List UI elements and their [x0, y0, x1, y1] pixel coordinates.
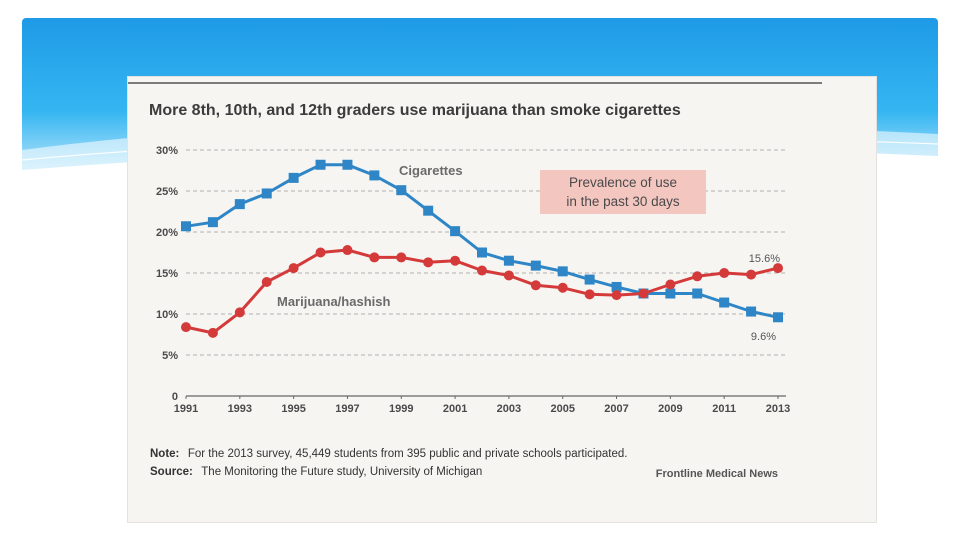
data-point-cigarettes	[477, 247, 487, 258]
data-point-cigarettes	[530, 260, 541, 271]
data-point-marijuana	[288, 263, 299, 274]
series-layer	[181, 159, 783, 338]
y-tick-label: 15%	[156, 268, 178, 280]
source-text: The Monitoring the Future study, Univers…	[201, 466, 482, 478]
data-point-marijuana	[665, 279, 676, 290]
y-tick-label: 20%	[156, 227, 178, 239]
data-point-marijuana	[638, 288, 649, 299]
data-point-marijuana	[369, 252, 380, 263]
data-point-marijuana	[396, 252, 407, 263]
data-point-cigarettes	[342, 159, 353, 170]
data-point-marijuana	[692, 271, 703, 282]
data-point-marijuana	[773, 263, 783, 274]
x-axis-ticks: 1991 1993 1995 1997 1999 2001 2003 2005 2007 2009…	[174, 396, 790, 415]
x-tick-label: 2013	[766, 403, 790, 415]
data-point-cigarettes	[773, 312, 783, 323]
data-point-marijuana	[530, 280, 541, 291]
x-tick-label: 2001	[443, 403, 467, 415]
data-point-cigarettes	[719, 297, 730, 308]
data-point-marijuana	[261, 277, 272, 288]
y-tick-label: 5%	[162, 350, 178, 362]
data-point-cigarettes	[207, 217, 218, 228]
series-label-cigarettes: Cigarettes	[399, 163, 463, 178]
x-tick-label: 2007	[604, 403, 628, 415]
x-tick-label: 1997	[335, 403, 359, 415]
data-point-cigarettes	[692, 288, 703, 299]
line-chart: More 8th, 10th, and 12th graders use mar…	[128, 82, 822, 480]
annotation-line-1: Prevalence of use	[569, 175, 677, 190]
data-point-marijuana	[746, 269, 757, 280]
data-point-marijuana	[584, 289, 595, 300]
x-tick-label: 2005	[550, 403, 574, 415]
annotation-box	[540, 170, 706, 214]
data-point-cigarettes	[315, 159, 326, 170]
series-line-marijuana	[185, 248, 779, 335]
annotation-line-2: in the past 30 days	[566, 194, 680, 209]
data-point-marijuana	[503, 270, 514, 281]
x-tick-label: 1999	[389, 403, 413, 415]
x-tick-label: 1991	[174, 403, 198, 415]
x-tick-label: 2009	[658, 403, 682, 415]
data-point-cigarettes	[369, 170, 380, 181]
chart-title: More 8th, 10th, and 12th graders use mar…	[149, 102, 681, 119]
end-label-marijuana: 15.6%	[749, 253, 780, 265]
data-point-cigarettes	[423, 205, 434, 216]
data-point-cigarettes	[450, 226, 461, 237]
data-point-cigarettes	[234, 199, 245, 210]
data-point-cigarettes	[584, 274, 595, 285]
data-point-cigarettes	[181, 221, 191, 232]
scanned-chart-figure: More 8th, 10th, and 12th graders use mar…	[128, 77, 876, 522]
data-point-marijuana	[342, 245, 353, 256]
x-tick-label: 2003	[497, 403, 521, 415]
y-tick-label: 0	[172, 391, 178, 403]
data-point-cigarettes	[557, 266, 568, 277]
data-point-cigarettes	[746, 306, 757, 317]
credit-frontline: Frontline Medical News	[656, 468, 778, 480]
y-tick-label: 25%	[156, 186, 178, 198]
x-tick-label: 2011	[712, 403, 736, 415]
note-text: For the 2013 survey, 45,449 students fro…	[188, 448, 628, 460]
series-label-marijuana: Marijuana/hashish	[277, 294, 390, 309]
data-point-cigarettes	[288, 172, 299, 183]
data-point-marijuana	[423, 257, 434, 268]
data-point-cigarettes	[665, 288, 676, 299]
data-point-marijuana	[719, 268, 730, 278]
data-point-cigarettes	[611, 281, 622, 292]
x-tick-label: 1995	[281, 403, 305, 415]
data-point-marijuana	[234, 307, 245, 318]
data-point-cigarettes	[396, 185, 407, 196]
source-line: Source: The Monitoring the Future study,…	[150, 462, 482, 479]
end-label-cigarettes: 9.6%	[751, 331, 776, 343]
y-axis-ticks: 0 5% 10% 15% 20% 25% 30%	[156, 145, 178, 403]
x-tick-label: 1993	[228, 403, 252, 415]
data-point-marijuana	[207, 327, 218, 338]
data-point-cigarettes	[503, 255, 514, 266]
data-point-marijuana	[611, 290, 622, 301]
y-tick-label: 10%	[156, 309, 178, 321]
data-point-marijuana	[450, 255, 461, 266]
note-line: Note: For the 2013 survey, 45,449 studen…	[150, 444, 627, 461]
data-point-marijuana	[315, 247, 326, 258]
source-label: Source:	[150, 466, 193, 478]
y-tick-label: 30%	[156, 145, 178, 157]
data-point-cigarettes	[261, 188, 272, 199]
data-point-marijuana	[557, 282, 568, 293]
data-point-marijuana	[477, 265, 487, 276]
data-point-marijuana	[181, 322, 191, 333]
note-label: Note:	[150, 448, 179, 460]
